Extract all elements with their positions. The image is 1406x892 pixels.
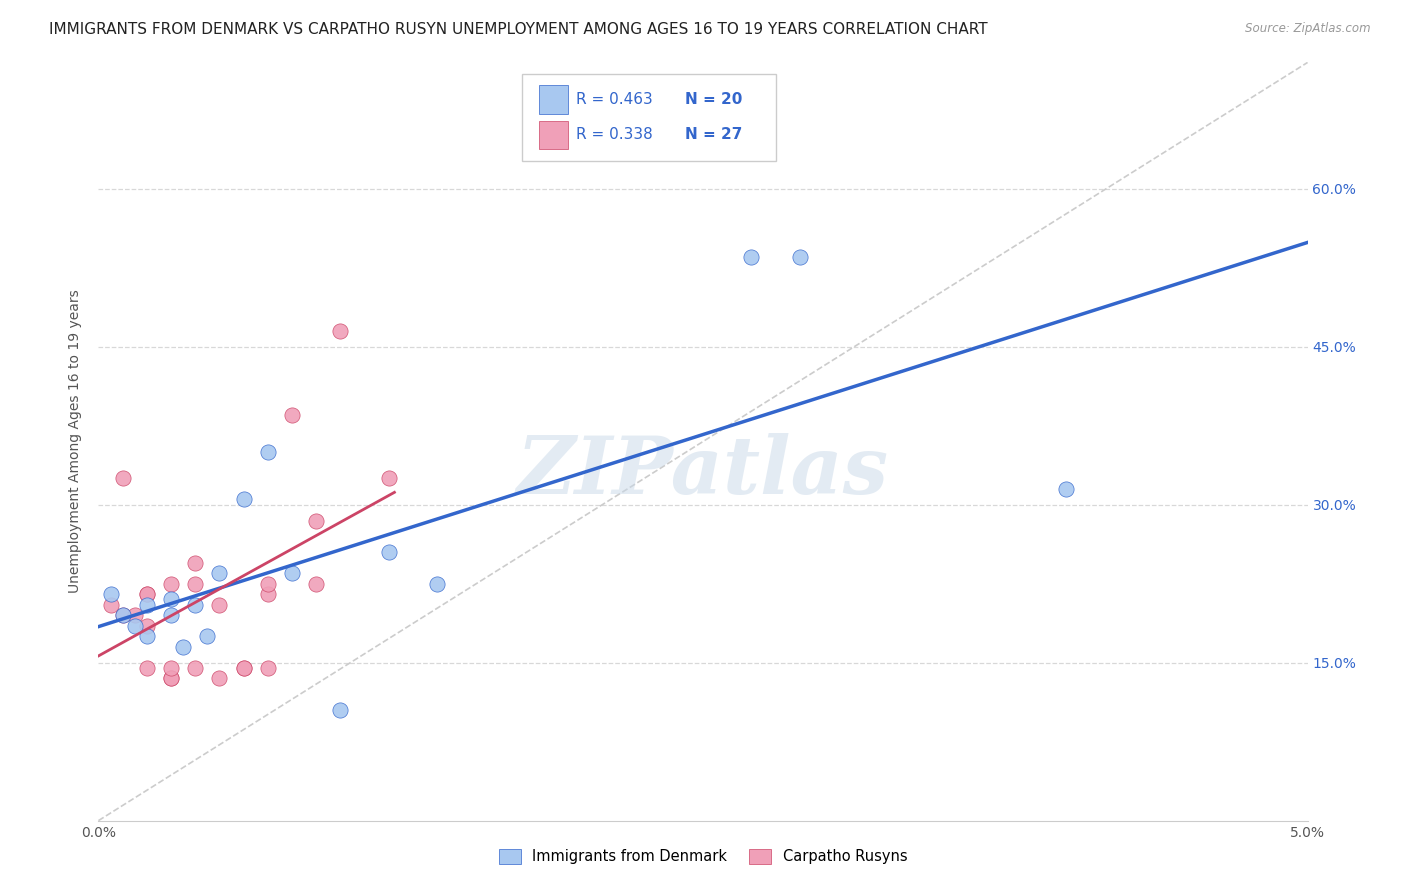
Point bbox=[256, 587, 278, 601]
Point bbox=[160, 608, 183, 623]
Point bbox=[184, 661, 207, 675]
Text: N = 20: N = 20 bbox=[685, 93, 742, 107]
Point bbox=[100, 587, 122, 601]
Text: R = 0.338: R = 0.338 bbox=[576, 128, 652, 143]
Point bbox=[160, 672, 183, 686]
Point bbox=[789, 250, 811, 264]
Point bbox=[305, 514, 328, 528]
Point bbox=[184, 598, 207, 612]
Point bbox=[256, 661, 278, 675]
Text: Source: ZipAtlas.com: Source: ZipAtlas.com bbox=[1246, 22, 1371, 36]
Point bbox=[232, 492, 254, 507]
Point bbox=[160, 592, 183, 607]
Point bbox=[740, 250, 762, 264]
Text: N = 27: N = 27 bbox=[685, 128, 742, 143]
Point bbox=[124, 608, 146, 623]
FancyBboxPatch shape bbox=[538, 86, 568, 114]
FancyBboxPatch shape bbox=[522, 74, 776, 161]
Point bbox=[426, 576, 449, 591]
Point bbox=[1054, 482, 1077, 496]
Point bbox=[232, 661, 254, 675]
Point bbox=[195, 629, 218, 643]
Point bbox=[172, 640, 194, 654]
Point bbox=[208, 672, 231, 686]
Point bbox=[124, 619, 146, 633]
Point bbox=[111, 608, 134, 623]
Point bbox=[160, 672, 183, 686]
Point bbox=[135, 587, 157, 601]
Point bbox=[184, 556, 207, 570]
Text: R = 0.463: R = 0.463 bbox=[576, 93, 652, 107]
Point bbox=[256, 445, 278, 459]
Point bbox=[160, 576, 183, 591]
Point bbox=[135, 619, 157, 633]
Point bbox=[232, 661, 254, 675]
Point bbox=[305, 576, 328, 591]
Point bbox=[184, 576, 207, 591]
Point bbox=[135, 661, 157, 675]
Point bbox=[111, 471, 134, 485]
Point bbox=[329, 703, 352, 717]
Point bbox=[256, 576, 278, 591]
Point bbox=[111, 608, 134, 623]
Point bbox=[281, 408, 304, 422]
Text: IMMIGRANTS FROM DENMARK VS CARPATHO RUSYN UNEMPLOYMENT AMONG AGES 16 TO 19 YEARS: IMMIGRANTS FROM DENMARK VS CARPATHO RUSY… bbox=[49, 22, 988, 37]
Point bbox=[135, 598, 157, 612]
Point bbox=[377, 545, 399, 559]
Point bbox=[208, 598, 231, 612]
Point bbox=[377, 471, 399, 485]
Point bbox=[208, 566, 231, 581]
Point bbox=[160, 661, 183, 675]
Point bbox=[329, 324, 352, 338]
FancyBboxPatch shape bbox=[538, 120, 568, 149]
Point bbox=[100, 598, 122, 612]
Y-axis label: Unemployment Among Ages 16 to 19 years: Unemployment Among Ages 16 to 19 years bbox=[69, 290, 83, 593]
Legend: Immigrants from Denmark, Carpatho Rusyns: Immigrants from Denmark, Carpatho Rusyns bbox=[494, 843, 912, 871]
Text: ZIPatlas: ZIPatlas bbox=[517, 434, 889, 510]
Point bbox=[135, 629, 157, 643]
Point bbox=[281, 566, 304, 581]
Point bbox=[135, 587, 157, 601]
